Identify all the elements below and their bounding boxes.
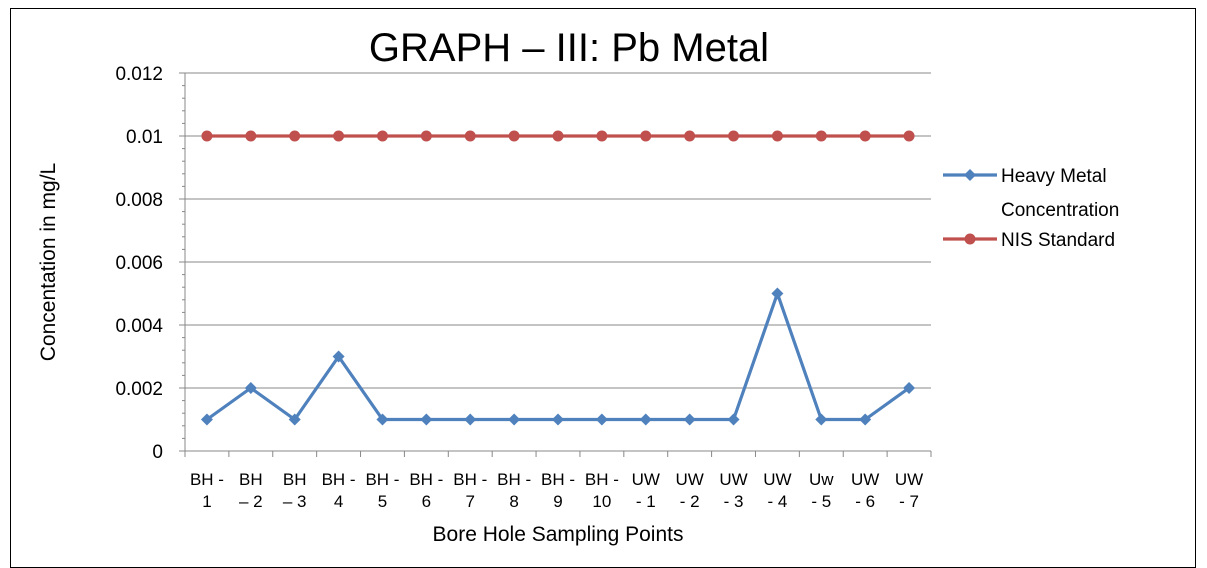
y-tick-label: 0.004 xyxy=(115,316,163,337)
data-point xyxy=(200,413,213,426)
x-tick-labels: BH -1 BH – 2 BH – 3 BH -4 BH -5 BH -6 BH -7 BH -8… xyxy=(190,470,923,511)
x-tick-label: UW - 6 xyxy=(851,470,879,511)
legend-entry: NIS Standard xyxy=(943,230,1115,251)
data-point xyxy=(727,413,740,426)
data-point xyxy=(245,130,257,142)
x-tick-label: BH -1 xyxy=(190,470,224,511)
data-point xyxy=(508,413,521,426)
data-point xyxy=(815,413,828,426)
legend: Heavy Metal Concentration NIS Standard xyxy=(943,166,1119,251)
x-tick-label: UW - 2 xyxy=(675,470,703,511)
x-tick-label: UW - 7 xyxy=(895,470,923,511)
data-point xyxy=(288,413,301,426)
data-point xyxy=(420,413,433,426)
chart-title: GRAPH – III: Pb Metal xyxy=(369,26,769,70)
x-tick-label: UW - 3 xyxy=(719,470,747,511)
x-tick-label: UW - 1 xyxy=(632,470,660,511)
data-point xyxy=(771,287,784,300)
x-tick-label: BH -10 xyxy=(585,470,619,511)
data-point xyxy=(552,413,564,426)
data-point xyxy=(684,130,696,142)
data-point xyxy=(420,130,432,142)
data-point xyxy=(332,350,345,363)
data-point xyxy=(683,413,696,426)
x-tick-label: Uw - 5 xyxy=(809,470,834,511)
data-point xyxy=(464,130,476,142)
data-point xyxy=(201,130,213,142)
axes xyxy=(179,72,932,457)
x-tick-label: BH -9 xyxy=(541,470,575,511)
data-point xyxy=(903,130,915,142)
data-point xyxy=(244,382,257,394)
data-point xyxy=(903,382,916,394)
data-point xyxy=(376,413,389,426)
y-tick-labels: 0 0.002 0.004 0.006 0.008 0.01 0.012 xyxy=(115,64,163,463)
x-axis-label: Bore Hole Sampling Points xyxy=(433,523,684,546)
line-chart: GRAPH – III: Pb Metal 0 0.002 0.004 0.006 0.… xyxy=(37,26,1119,546)
gridlines xyxy=(185,72,931,389)
y-tick-label: 0.006 xyxy=(115,253,163,274)
data-point xyxy=(333,130,345,142)
data-point xyxy=(596,130,608,142)
legend-entry: Heavy Metal Concentration xyxy=(943,166,1119,221)
x-tick-label: BH – 2 xyxy=(239,470,263,511)
data-point xyxy=(595,413,608,426)
data-point xyxy=(640,130,652,142)
y-tick-label: 0.012 xyxy=(115,64,163,85)
y-tick-label: 0.002 xyxy=(115,379,163,400)
data-point xyxy=(815,130,827,142)
data-point xyxy=(771,130,783,142)
y-axis-label: Concentation in mg/L xyxy=(37,163,60,361)
legend-marker xyxy=(964,233,976,245)
data-point xyxy=(289,130,301,142)
x-tick-label: BH -8 xyxy=(497,470,531,511)
y-tick-label: 0 xyxy=(152,442,163,463)
legend-marker xyxy=(964,169,976,181)
chart-frame: GRAPH – III: Pb Metal 0 0.002 0.004 0.006 0.… xyxy=(10,8,1196,568)
data-point xyxy=(464,413,477,426)
x-tick-label: BH -6 xyxy=(409,470,443,511)
data-point xyxy=(728,130,740,142)
data-point xyxy=(639,413,652,426)
data-point xyxy=(859,413,872,426)
series-line xyxy=(206,291,910,422)
data-point xyxy=(508,130,520,142)
x-tick-label: BH -5 xyxy=(365,470,399,511)
x-tick-label: BH -4 xyxy=(322,470,356,511)
legend-label: NIS Standard xyxy=(1001,230,1115,251)
y-tick-label: 0.008 xyxy=(115,190,163,211)
data-point xyxy=(859,130,871,142)
y-tick-label: 0.01 xyxy=(126,127,163,148)
data-point xyxy=(376,130,388,142)
x-tick-label: BH – 3 xyxy=(283,470,307,511)
x-tick-label: BH -7 xyxy=(453,470,487,511)
legend-label: Heavy Metal Concentration xyxy=(1001,166,1119,221)
data-point xyxy=(552,130,564,142)
x-tick-label: UW - 4 xyxy=(763,470,791,511)
series xyxy=(200,130,916,426)
